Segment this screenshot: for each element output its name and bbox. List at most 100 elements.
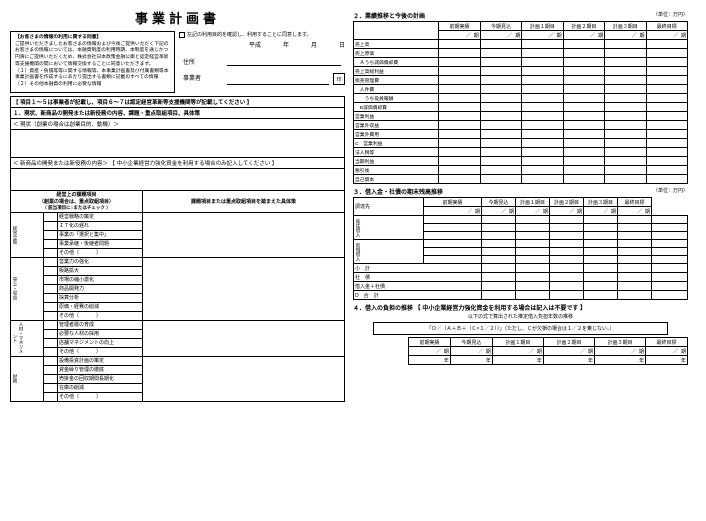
loan-cell[interactable]: [652, 224, 688, 232]
fin-cell[interactable]: [563, 112, 604, 121]
loan-cell[interactable]: [516, 282, 550, 291]
fin-cell[interactable]: [439, 58, 480, 67]
loan-cell[interactable]: [516, 273, 550, 282]
fin-cell[interactable]: [646, 112, 687, 121]
fin-cell[interactable]: [480, 175, 521, 184]
fin-cell[interactable]: [605, 130, 646, 139]
loan-cell[interactable]: [652, 256, 688, 264]
loan-cell[interactable]: [618, 256, 652, 264]
fin-cell[interactable]: [439, 103, 480, 112]
loan-cell[interactable]: [550, 291, 584, 300]
fin-cell[interactable]: [605, 67, 646, 76]
fin-cell[interactable]: [522, 175, 563, 184]
check-cell[interactable]: [44, 275, 58, 284]
fin-cell[interactable]: [480, 76, 521, 85]
check-cell[interactable]: [44, 266, 58, 275]
loan-cell[interactable]: [516, 248, 550, 256]
fin-cell[interactable]: [646, 67, 687, 76]
fin-cell[interactable]: [646, 103, 687, 112]
fin-cell[interactable]: [646, 175, 687, 184]
loan-cell[interactable]: [482, 240, 516, 248]
fin-cell[interactable]: [522, 157, 563, 166]
loan-cell[interactable]: [618, 224, 652, 232]
fin-cell[interactable]: [646, 58, 687, 67]
lender-cell[interactable]: [424, 216, 482, 224]
sec1-blank1[interactable]: [10, 130, 345, 158]
fin-cell[interactable]: [605, 175, 646, 184]
fin-cell[interactable]: [563, 94, 604, 103]
fin-cell[interactable]: [605, 58, 646, 67]
check-cell[interactable]: [44, 365, 58, 374]
loan-cell[interactable]: [482, 216, 516, 224]
fin-cell[interactable]: [522, 85, 563, 94]
fin-cell[interactable]: [439, 157, 480, 166]
fin-cell[interactable]: [563, 166, 604, 175]
loan-cell[interactable]: [652, 291, 688, 300]
check-cell[interactable]: [44, 221, 58, 230]
loan-cell[interactable]: [550, 273, 584, 282]
check-cell[interactable]: [44, 329, 58, 338]
plan-cell[interactable]: [143, 212, 345, 257]
fin-cell[interactable]: [646, 148, 687, 157]
loan-cell[interactable]: [482, 256, 516, 264]
check-cell[interactable]: [44, 257, 58, 266]
fin-cell[interactable]: [646, 94, 687, 103]
loan-cell[interactable]: [550, 216, 584, 224]
check-cell[interactable]: [44, 320, 58, 329]
fin-cell[interactable]: [522, 121, 563, 130]
fin-cell[interactable]: [522, 130, 563, 139]
check-cell[interactable]: [44, 293, 58, 302]
fin-cell[interactable]: [605, 40, 646, 49]
fin-cell[interactable]: [480, 139, 521, 148]
loan-cell[interactable]: [516, 232, 550, 240]
fin-cell[interactable]: [605, 139, 646, 148]
fin-cell[interactable]: [563, 157, 604, 166]
fin-cell[interactable]: [439, 94, 480, 103]
loan-cell[interactable]: [652, 232, 688, 240]
burden-cell[interactable]: 年: [543, 356, 594, 365]
loan-cell[interactable]: [618, 291, 652, 300]
plan-cell[interactable]: [143, 320, 345, 356]
check-cell[interactable]: [44, 374, 58, 383]
lender-cell[interactable]: [424, 248, 482, 256]
fin-cell[interactable]: [563, 49, 604, 58]
fin-cell[interactable]: [439, 85, 480, 94]
loan-cell[interactable]: [618, 264, 652, 273]
fin-cell[interactable]: [563, 85, 604, 94]
check-cell[interactable]: [44, 284, 58, 293]
fin-cell[interactable]: [563, 148, 604, 157]
lender-cell[interactable]: [424, 240, 482, 248]
fin-cell[interactable]: [439, 130, 480, 139]
loan-cell[interactable]: [550, 256, 584, 264]
fin-cell[interactable]: [563, 103, 604, 112]
burden-cell[interactable]: 年: [492, 356, 543, 365]
loan-cell[interactable]: [482, 232, 516, 240]
fin-cell[interactable]: [605, 148, 646, 157]
loan-cell[interactable]: [618, 248, 652, 256]
loan-cell[interactable]: [482, 264, 516, 273]
loan-cell[interactable]: [482, 291, 516, 300]
burden-cell[interactable]: 年: [594, 356, 645, 365]
fin-cell[interactable]: [563, 76, 604, 85]
fin-cell[interactable]: [439, 175, 480, 184]
addr-line[interactable]: [227, 57, 341, 66]
fin-cell[interactable]: [522, 67, 563, 76]
loan-cell[interactable]: [584, 224, 618, 232]
fin-cell[interactable]: [646, 40, 687, 49]
loan-cell[interactable]: [652, 240, 688, 248]
loan-cell[interactable]: [482, 248, 516, 256]
fin-cell[interactable]: [439, 49, 480, 58]
loan-cell[interactable]: [584, 232, 618, 240]
fin-cell[interactable]: [646, 76, 687, 85]
fin-cell[interactable]: [646, 139, 687, 148]
fin-cell[interactable]: [480, 130, 521, 139]
fin-cell[interactable]: [439, 166, 480, 175]
fin-cell[interactable]: [605, 94, 646, 103]
fin-cell[interactable]: [563, 58, 604, 67]
fin-cell[interactable]: [522, 148, 563, 157]
loan-cell[interactable]: [516, 256, 550, 264]
check-cell[interactable]: [44, 392, 58, 401]
fin-cell[interactable]: [439, 76, 480, 85]
loan-cell[interactable]: [618, 232, 652, 240]
fin-cell[interactable]: [480, 103, 521, 112]
